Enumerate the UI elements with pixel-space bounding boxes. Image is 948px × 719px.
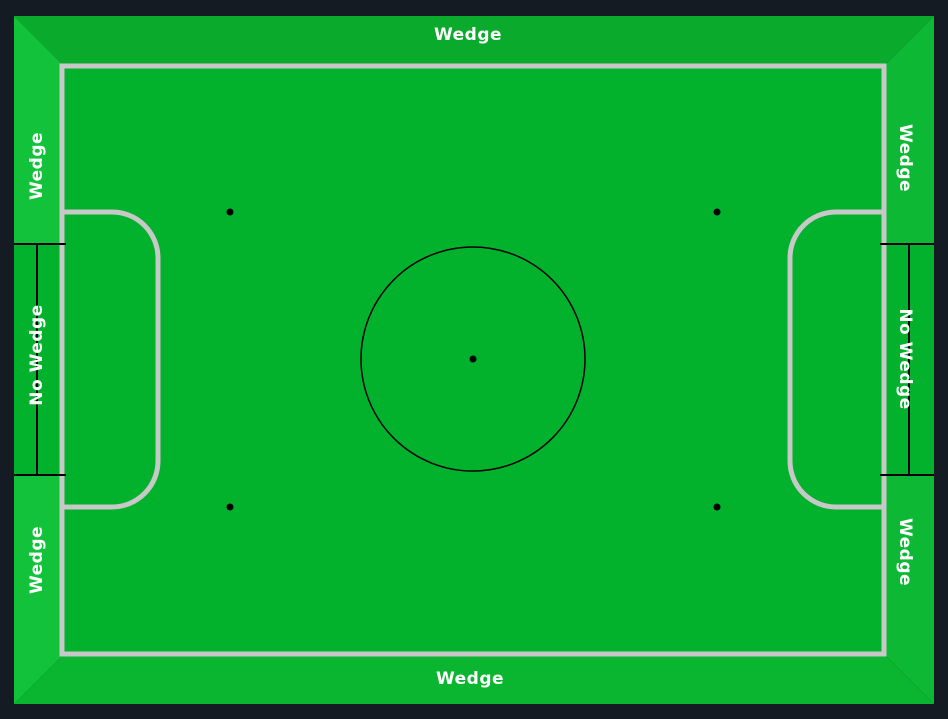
boundary-line [59, 63, 887, 657]
wedge-top [14, 16, 934, 64]
left-goal-zone-lines [14, 243, 66, 476]
neutral-spot-bottom-right [713, 503, 721, 511]
left-no-wedge-zone [14, 244, 66, 475]
neutral-spot-top-right [713, 208, 721, 216]
wedge-bottom [14, 656, 934, 704]
neutral-spot-top-left [226, 208, 234, 216]
left-lower-wedge-label: Wedge [27, 526, 47, 594]
right-no-wedge-label: No Wedge [895, 308, 915, 409]
right-lower-wedge-label: Wedge [895, 518, 915, 586]
right-no-wedge-zone [880, 244, 934, 475]
right-upper-wedge-label: Wedge [895, 124, 915, 192]
top-wedge-label: Wedge [434, 25, 502, 45]
center-spot [469, 355, 477, 363]
left-penalty-area [64, 209, 161, 510]
center-circle [360, 246, 586, 472]
bottom-wedge-label: Wedge [436, 669, 504, 689]
right-goal-zone-lines [880, 243, 934, 476]
right-penalty-area [787, 209, 882, 510]
left-upper-wedge-label: Wedge [27, 132, 47, 200]
left-no-wedge-label: No Wedge [27, 304, 47, 405]
neutral-spot-bottom-left [226, 503, 234, 511]
